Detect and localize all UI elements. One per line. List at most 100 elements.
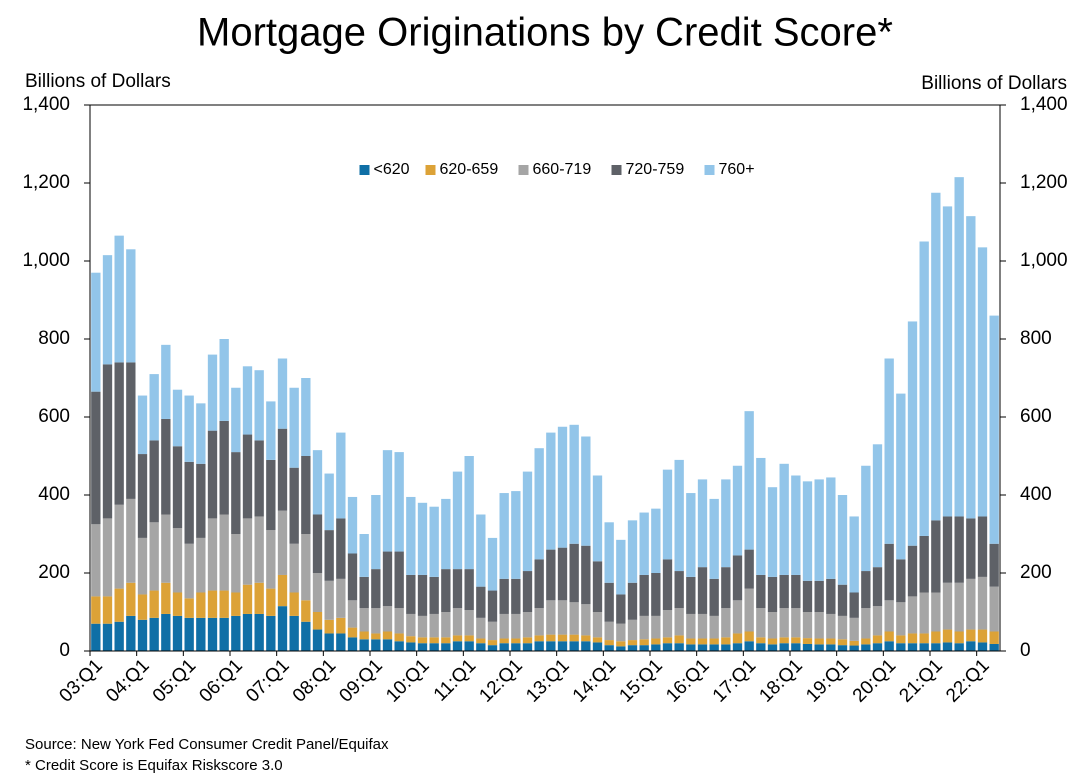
bar-segment	[336, 432, 346, 519]
y-tick-label: 1,400	[22, 94, 70, 115]
bar-segment	[207, 590, 218, 618]
bar-segment	[336, 617, 346, 634]
bar-segment	[184, 395, 194, 462]
bar-segment	[756, 457, 766, 575]
bar-segment	[464, 569, 474, 611]
bar-segment	[756, 637, 766, 644]
bar-segment	[359, 534, 369, 577]
bar-segment	[102, 518, 113, 597]
bar-segment	[907, 643, 918, 651]
bar-segment	[289, 543, 299, 593]
x-tick-label: 10:Q1	[382, 655, 433, 706]
bar-segment	[907, 545, 918, 597]
bar-segment	[207, 354, 218, 431]
y2-tick-label: 0	[1020, 640, 1031, 661]
bar-segment	[872, 606, 883, 636]
bar-segment	[114, 235, 124, 363]
bar-segment	[114, 504, 124, 589]
bar-segment	[744, 411, 754, 550]
bar-segment	[779, 608, 789, 638]
bar-segment	[569, 634, 579, 642]
bar-segment	[441, 612, 451, 638]
bar-segment	[686, 638, 696, 645]
bar-segment	[814, 612, 824, 639]
y2-tick-label: 400	[1020, 484, 1052, 505]
bar-segment	[242, 613, 253, 651]
bar-segment	[301, 534, 311, 601]
bar-segment	[557, 634, 568, 642]
bar-segment	[347, 637, 358, 651]
bar-segment	[662, 637, 673, 644]
bar-segment	[371, 495, 381, 570]
bar-segment	[324, 473, 334, 531]
bar-segment	[102, 596, 113, 624]
x-tick-label: 22:Q1	[942, 655, 993, 706]
bar-segment	[919, 643, 929, 651]
bar-segment	[767, 487, 778, 577]
bar-segment	[499, 578, 509, 614]
legend-swatch	[518, 165, 529, 175]
bar-segment	[161, 344, 171, 419]
bar-segment	[499, 643, 509, 651]
bar-segment	[697, 613, 708, 639]
bar-segment	[674, 643, 684, 651]
bar-segment	[277, 358, 288, 429]
bar-segment	[406, 642, 416, 651]
bar-segment	[557, 600, 568, 635]
bar-segment	[721, 637, 731, 645]
bar-segment	[312, 573, 323, 612]
bar-segment	[417, 643, 428, 651]
bar-segment	[954, 177, 964, 517]
bar-segment	[487, 537, 498, 591]
bar-segment	[534, 448, 544, 560]
bar-segment	[394, 452, 404, 552]
bar-segment	[802, 612, 813, 639]
y2-tick-label: 1,000	[1020, 250, 1068, 271]
bar-segment	[604, 582, 614, 622]
bar-segment	[406, 613, 416, 637]
bar-segment	[312, 450, 323, 515]
bar-segment	[686, 576, 696, 614]
bar-segment	[312, 514, 323, 573]
bar-segment	[172, 389, 183, 447]
bar-segment	[791, 637, 801, 644]
bar-segment	[581, 641, 591, 651]
bar-segment	[137, 594, 148, 620]
bar-segment	[254, 582, 264, 614]
y-axis-label: Billions of Dollars	[25, 71, 171, 92]
y-tick-label: 800	[38, 328, 70, 349]
legend-label: 620-659	[440, 161, 499, 178]
bar-segment	[826, 578, 836, 614]
bar-segment	[802, 481, 813, 581]
bar-segment	[884, 631, 894, 642]
bar-segment	[814, 580, 824, 612]
bar-segment	[931, 592, 941, 632]
legend-label: 660-719	[533, 161, 592, 178]
x-tick-label: 03:Q1	[55, 655, 106, 706]
bar-segment	[767, 612, 778, 639]
bar-segment	[161, 418, 171, 515]
bar-segment	[884, 543, 894, 601]
bar-segment	[277, 510, 288, 575]
bar-segment	[826, 613, 836, 639]
bar-segment	[266, 530, 276, 589]
bar-segment	[522, 637, 533, 644]
bar-segment	[861, 571, 871, 609]
bar-segment	[896, 602, 906, 636]
bar-segment	[651, 638, 661, 645]
bar-segment	[546, 641, 556, 651]
bar-segment	[616, 539, 626, 595]
bar-segment	[604, 645, 614, 651]
bar-segment	[207, 518, 218, 591]
source: Source: New York Fed Consumer Credit Pan…	[25, 736, 389, 753]
bar-segment	[114, 362, 124, 505]
bar-segment	[371, 639, 381, 651]
x-tick-label: 18:Q1	[755, 655, 806, 706]
bar-segment	[977, 516, 988, 577]
bar-segment	[219, 339, 229, 421]
bar-segment	[184, 461, 194, 544]
bar-segment	[336, 633, 346, 651]
bar-segment	[942, 206, 953, 517]
bar-segment	[371, 633, 381, 640]
bar-segment	[872, 567, 883, 607]
